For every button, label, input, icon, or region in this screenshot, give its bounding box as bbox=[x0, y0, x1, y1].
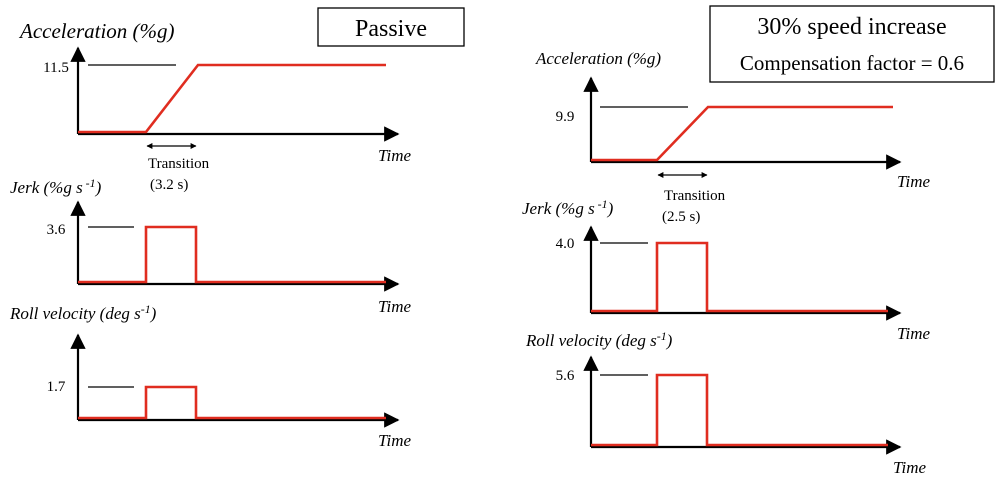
y-axis-label: Roll velocity (deg s-1) bbox=[525, 329, 673, 350]
plot-5: Jerk (%g s -1) 4.0 Time bbox=[522, 197, 931, 343]
panel-title-speed-text: 30% speed increase bbox=[757, 14, 946, 40]
plot-3: Roll velocity (deg s-1) 1.7 Time bbox=[9, 302, 412, 450]
x-axis-label: Time bbox=[378, 146, 412, 165]
signal-line bbox=[591, 241, 888, 313]
peak-value-label: 3.6 bbox=[47, 222, 66, 238]
signal-line bbox=[78, 385, 386, 420]
panel-title-speed: 30% speed increase Compensation factor =… bbox=[709, 5, 995, 83]
x-axis-label: Time bbox=[378, 297, 412, 316]
x-axis-label: Time bbox=[897, 324, 931, 343]
y-axis-label: Acceleration (%g) bbox=[535, 49, 661, 68]
transition-speed-label: Transition bbox=[664, 188, 726, 204]
panel-title-passive-text: Passive bbox=[355, 16, 427, 42]
peak-value-label: 1.7 bbox=[47, 379, 66, 395]
y-axis-label: Acceleration (%g) bbox=[18, 19, 175, 43]
x-axis-label: Time bbox=[378, 431, 412, 450]
plot-6: Roll velocity (deg s-1) 5.6 Time bbox=[525, 329, 927, 477]
plot-1: Acceleration (%g) 11.5 Time bbox=[18, 19, 412, 165]
panel-subtitle-speed-text: Compensation factor = 0.6 bbox=[740, 51, 964, 75]
transition-passive-value: (3.2 s) bbox=[150, 177, 188, 193]
y-axis-label: Jerk (%g s -1) bbox=[10, 176, 102, 197]
transition-speed: Transition (2.5 s) bbox=[657, 172, 726, 225]
signal-line bbox=[78, 225, 386, 284]
plot-2: Jerk (%g s -1) 3.6 Time bbox=[10, 176, 412, 316]
transition-passive-label: Transition bbox=[148, 156, 210, 172]
signal-line bbox=[591, 105, 893, 162]
y-axis-label: Roll velocity (deg s-1) bbox=[9, 302, 157, 323]
transition-passive: Transition (3.2 s) bbox=[146, 143, 210, 193]
plot-4: Acceleration (%g) 9.9 Time bbox=[535, 49, 931, 191]
signal-line bbox=[591, 373, 888, 447]
peak-value-label: 4.0 bbox=[556, 236, 575, 252]
signal-line bbox=[78, 63, 386, 134]
peak-value-label: 11.5 bbox=[43, 60, 69, 76]
panel-title-passive: Passive bbox=[317, 7, 465, 47]
x-axis-label: Time bbox=[897, 172, 931, 191]
transition-speed-value: (2.5 s) bbox=[662, 209, 700, 225]
peak-value-label: 5.6 bbox=[556, 368, 575, 384]
y-axis-label: Jerk (%g s -1) bbox=[522, 197, 614, 218]
plots: Acceleration (%g) 11.5 Time Jerk (%g s -1) 3… bbox=[9, 19, 931, 477]
peak-value-label: 9.9 bbox=[556, 109, 575, 125]
x-axis-label: Time bbox=[893, 458, 927, 477]
